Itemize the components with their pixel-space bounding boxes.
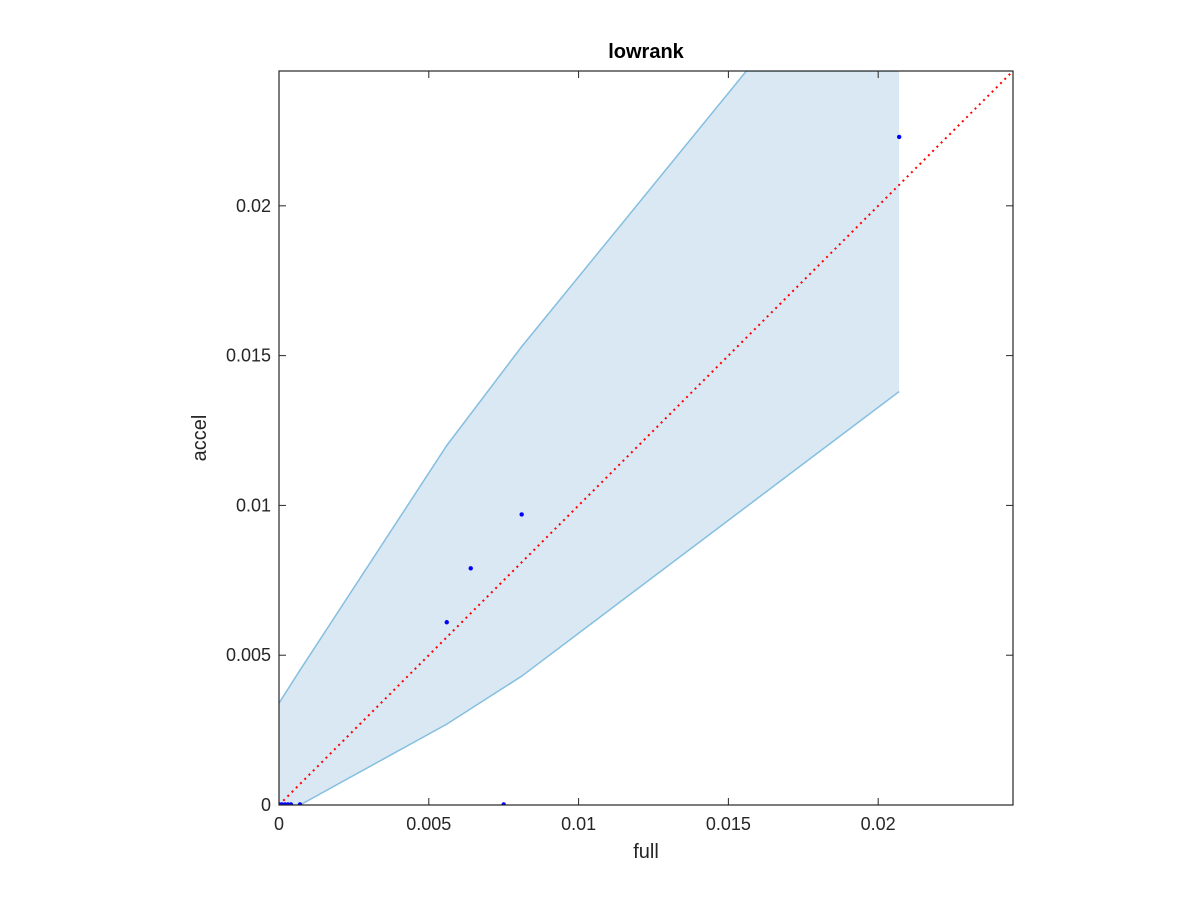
band-lower-edge	[279, 390, 900, 805]
axes: 0 0.005 0.01 0.015 0.02 0 0.005 0.01 0.015 0.02	[226, 70, 1014, 834]
x-axis-title: full	[633, 841, 659, 863]
data-point	[444, 620, 449, 625]
band-fill	[279, 71, 900, 805]
data-point	[288, 802, 294, 805]
x-tick-label: 0.02	[861, 814, 896, 834]
x-tick-label: 0.015	[706, 814, 751, 834]
band-upper-edge	[279, 71, 900, 704]
chart-title: lowrank	[608, 41, 684, 63]
axes-box	[278, 70, 1014, 806]
x-tick-label: 0.005	[406, 814, 451, 834]
y-tick-label: 0.01	[236, 495, 271, 515]
plot-content	[279, 71, 1013, 805]
y-tick-label: 0.005	[226, 645, 271, 665]
plot-area	[279, 71, 1013, 805]
y-tick-label: 0	[261, 795, 271, 815]
data-point	[501, 802, 506, 805]
reference-line	[279, 71, 1013, 805]
data-point	[297, 802, 303, 805]
y-tick-label: 0.015	[226, 346, 271, 366]
x-tick-label: 0.01	[561, 814, 596, 834]
data-point	[519, 512, 524, 517]
data-point	[896, 134, 902, 140]
y-tick-label: 0.02	[236, 196, 271, 216]
x-tick-label: 0	[274, 814, 284, 834]
data-point	[468, 566, 473, 571]
y-axis-title: accel	[189, 415, 211, 462]
